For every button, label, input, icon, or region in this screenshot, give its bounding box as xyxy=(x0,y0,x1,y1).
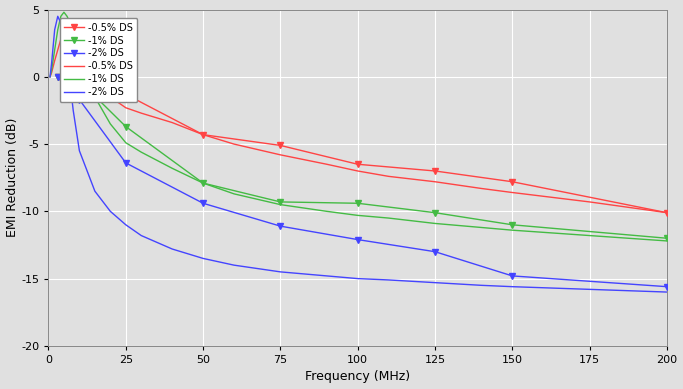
X-axis label: Frequency (MHz): Frequency (MHz) xyxy=(305,370,410,384)
Y-axis label: EMI Reduction (dB): EMI Reduction (dB) xyxy=(5,118,18,237)
Legend: -0.5% DS, -1% DS, -2% DS, -0.5% DS, -1% DS, -2% DS: -0.5% DS, -1% DS, -2% DS, -0.5% DS, -1% … xyxy=(59,18,137,102)
